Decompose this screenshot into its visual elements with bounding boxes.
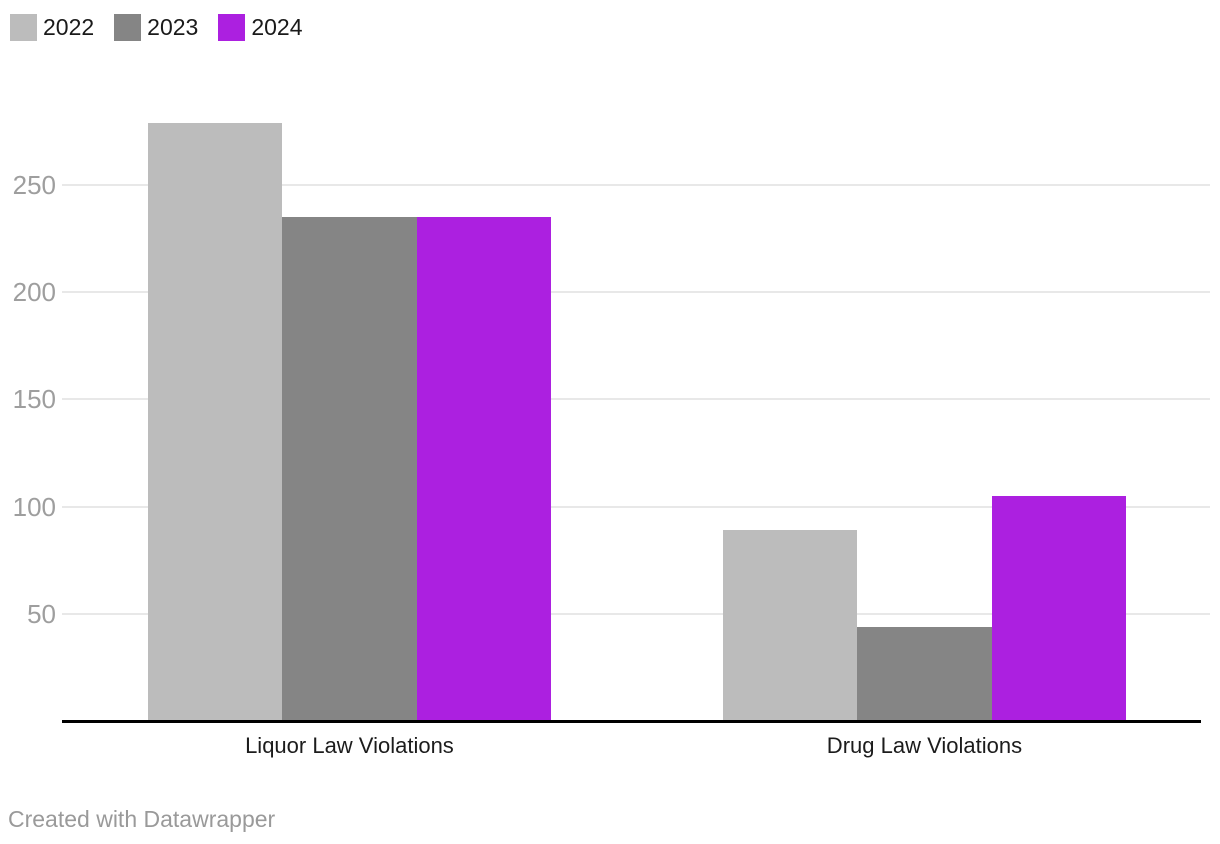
gridline-150 (62, 398, 1210, 401)
gridline-100 (62, 505, 1210, 508)
legend-label-2024: 2024 (251, 14, 303, 40)
x-axis-line (62, 720, 1201, 723)
y-tick-label-150: 150 (12, 384, 56, 415)
y-tick-label-50: 50 (27, 598, 56, 629)
bar-liquor-law-violations-2023 (282, 216, 417, 721)
bar-drug-law-violations-2022 (723, 530, 858, 721)
x-category-label-liquor-law-violations: Liquor Law Violations (245, 733, 454, 758)
bar-liquor-law-violations-2024 (416, 216, 551, 721)
legend-swatch-2022 (10, 14, 37, 41)
gridline-250 (62, 183, 1210, 186)
legend-item-2023: 2023 (114, 14, 198, 41)
x-category-label-drug-law-violations: Drug Law Violations (826, 733, 1023, 758)
legend-label-2022: 2022 (43, 14, 95, 40)
gridline-200 (62, 291, 1210, 293)
bar-liquor-law-violations-2022 (148, 122, 283, 721)
legend-label-2023: 2023 (147, 14, 199, 40)
chart-legend: 2022 2023 2024 (10, 14, 303, 41)
datawrapper-credit-link[interactable]: Created with Datawrapper (8, 806, 276, 832)
y-tick-label-200: 200 (12, 277, 56, 307)
legend-swatch-2023 (114, 14, 142, 41)
legend-item-2024: 2024 (218, 14, 303, 41)
y-tick-label-100: 100 (12, 491, 56, 522)
bar-drug-law-violations-2024 (991, 495, 1126, 721)
legend-swatch-2024 (218, 14, 246, 41)
y-tick-label-250: 250 (12, 169, 56, 200)
bar-drug-law-violations-2023 (857, 626, 992, 721)
legend-item-2022: 2022 (10, 14, 94, 41)
gridline-50 (62, 612, 1210, 615)
